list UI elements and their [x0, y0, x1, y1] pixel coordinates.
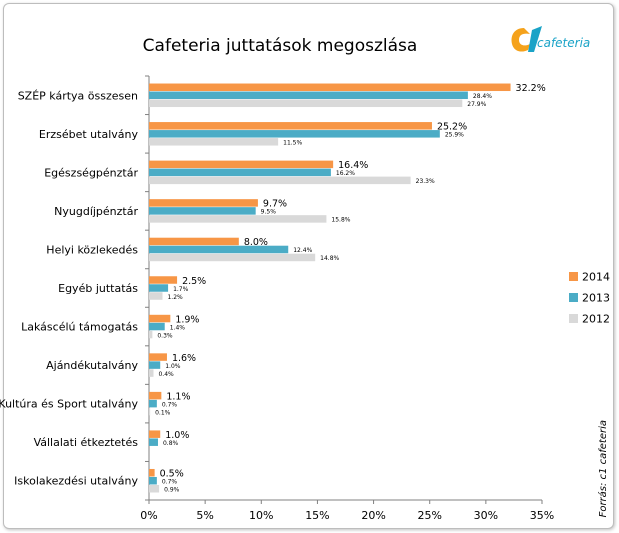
- category-label: SZÉP kártya összesen: [18, 89, 138, 102]
- bar-2013: [149, 245, 289, 254]
- category-label: Helyi közlekedés: [46, 243, 138, 256]
- bar-2012: [149, 484, 160, 493]
- category-label: Iskolakezdési utalvány: [14, 475, 138, 488]
- bar-2012: [149, 330, 153, 339]
- data-label-2014: 9.7%: [263, 199, 287, 210]
- data-label-2014: 1.6%: [172, 353, 196, 364]
- data-label-2014: 0.5%: [160, 468, 184, 479]
- bar-2013: [149, 130, 440, 138]
- data-label-2013: 0.8%: [163, 440, 179, 447]
- legend-label-2012: 2012: [582, 313, 610, 326]
- data-label-2012: 0.1%: [155, 409, 171, 416]
- data-label-2012: 11.5%: [283, 140, 302, 147]
- bar-2013: [149, 207, 256, 215]
- bar-2012: [149, 99, 463, 108]
- bar-2014: [149, 160, 334, 169]
- legend-label-2013: 2013: [582, 292, 610, 305]
- legend-label-2014: 2014: [582, 271, 610, 284]
- bar-2014: [149, 391, 162, 400]
- bar-2014: [149, 122, 432, 130]
- data-label-2012: 23.3%: [416, 178, 435, 185]
- data-label-2013: 1.4%: [170, 324, 186, 331]
- data-label-2013: 0.7%: [162, 478, 178, 485]
- bar-2014: [149, 83, 511, 92]
- category-label: Erzsébet utalvány: [39, 128, 139, 141]
- category-label: Kultúra és Sport utalvány: [0, 398, 138, 411]
- data-label-2014: 8.0%: [244, 237, 268, 248]
- bar-2014: [149, 314, 171, 323]
- source-note: Forrás: c1 cafeteria: [598, 420, 609, 518]
- data-label-2012: 15.8%: [331, 217, 350, 224]
- data-label-2014: 25.2%: [437, 122, 467, 133]
- data-label-2013: 0.7%: [162, 401, 178, 408]
- bar-2012: [149, 292, 163, 300]
- category-label: Egészségpénztár: [44, 166, 138, 179]
- data-label-2012: 14.8%: [320, 255, 339, 262]
- bar-2012: [149, 369, 154, 377]
- legend-swatch-2013: [569, 293, 578, 302]
- x-tick-label: 15%: [305, 509, 329, 522]
- data-label-2014: 2.5%: [182, 276, 206, 287]
- data-label-2013: 28.4%: [473, 93, 492, 100]
- bar-2013: [149, 361, 161, 369]
- data-label-2013: 12.4%: [293, 247, 312, 254]
- category-label: Nyugdíjpénztár: [54, 205, 138, 218]
- data-label-2014: 1.1%: [166, 391, 190, 402]
- x-tick-label: 35%: [530, 509, 554, 522]
- x-tick-label: 25%: [417, 509, 441, 522]
- legend-swatch-2014: [569, 272, 578, 281]
- data-label-2013: 16.2%: [336, 170, 355, 177]
- bar-2013: [149, 438, 158, 446]
- data-label-2012: 0.9%: [164, 486, 180, 493]
- x-tick-label: 10%: [249, 509, 273, 522]
- bar-2014: [149, 468, 155, 477]
- bar-2014: [149, 276, 178, 284]
- x-tick-label: 20%: [361, 509, 385, 522]
- legend-swatch-2012: [569, 314, 578, 323]
- bar-2014: [149, 430, 161, 438]
- bar-2013: [149, 168, 331, 177]
- bar-2013: [149, 399, 157, 408]
- data-label-2014: 32.2%: [516, 83, 546, 94]
- x-tick-label: 5%: [196, 509, 213, 522]
- category-label: Lakáscélú támogatás: [21, 321, 138, 334]
- data-label-2012: 0.3%: [157, 332, 173, 339]
- x-tick-label: 30%: [474, 509, 498, 522]
- bar-2014: [149, 237, 239, 246]
- category-label: Vállalati étkeztetés: [34, 436, 139, 449]
- data-label-2013: 9.5%: [261, 209, 277, 216]
- category-label: Ajándékutalvány: [46, 359, 138, 372]
- data-label-2014: 1.9%: [175, 314, 199, 325]
- data-label-2014: 16.4%: [338, 160, 368, 171]
- bar-2013: [149, 322, 165, 331]
- bar-2012: [149, 138, 279, 146]
- x-tick-label: 0%: [140, 509, 157, 522]
- bar-2014: [149, 199, 258, 207]
- data-label-2012: 1.2%: [167, 294, 183, 301]
- data-label-2013: 25.9%: [445, 132, 464, 139]
- bar-2013: [149, 91, 468, 100]
- data-label-2014: 1.0%: [165, 430, 189, 441]
- bar-2013: [149, 476, 157, 485]
- c1-logo-icon: [511, 26, 542, 52]
- logo-text: cafeteria: [537, 36, 591, 50]
- data-label-2013: 1.0%: [165, 363, 181, 370]
- bar-2013: [149, 284, 169, 292]
- category-label: Egyéb juttatás: [58, 282, 138, 295]
- data-label-2012: 0.4%: [158, 371, 174, 378]
- data-label-2012: 27.9%: [467, 101, 486, 108]
- bar-2012: [149, 253, 316, 262]
- chart-title: Cafeteria juttatások megoszlása: [142, 36, 418, 56]
- bar-2012: [149, 407, 151, 416]
- data-label-2013: 1.7%: [173, 286, 189, 293]
- bar-2012: [149, 176, 411, 185]
- bar-2012: [149, 215, 327, 223]
- bar-2014: [149, 353, 167, 361]
